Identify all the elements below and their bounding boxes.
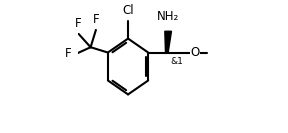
Text: O: O: [190, 46, 199, 59]
Text: F: F: [75, 17, 82, 30]
Text: NH₂: NH₂: [157, 10, 179, 23]
Text: Cl: Cl: [122, 4, 134, 17]
Text: F: F: [65, 47, 72, 60]
Text: &1: &1: [170, 57, 183, 66]
Text: F: F: [93, 13, 99, 26]
Polygon shape: [165, 31, 171, 53]
